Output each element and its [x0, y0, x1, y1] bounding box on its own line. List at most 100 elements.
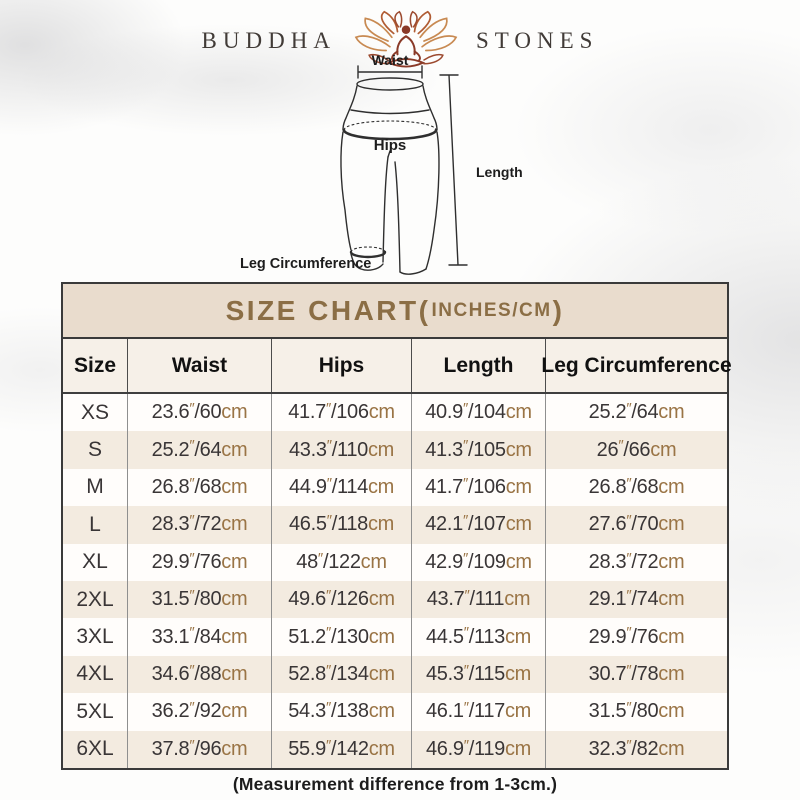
- measurement-part: 25.2: [588, 401, 627, 424]
- measurement-part: /96: [194, 737, 222, 760]
- cell-leg: 28.3 ″/72 cm: [545, 543, 727, 581]
- measurement-part: 42.9: [425, 550, 463, 573]
- measurement-part: 36.2: [151, 700, 190, 723]
- cell-leg: 32.3 ″/82 cm: [545, 730, 727, 768]
- measurement-part: ″: [626, 736, 632, 754]
- measurement-part: /110: [331, 438, 369, 461]
- measurement-part: 26.8: [588, 475, 627, 498]
- measurement-part: ″: [626, 586, 632, 604]
- size-chart-title: SIZE CHART(: [225, 294, 431, 326]
- cell-hips: 54.3 ″/138 cm: [271, 693, 411, 731]
- measurement-part: ″: [626, 661, 632, 679]
- measurement-part: cm: [368, 662, 395, 685]
- column-header-length: Length: [411, 339, 545, 392]
- measurement-part: 46.5: [288, 513, 327, 536]
- measurement-part: 29.9: [151, 550, 190, 573]
- measurement-part: /78: [631, 662, 659, 685]
- measurement-part: cm: [504, 737, 532, 760]
- measurement-part: ″: [463, 624, 469, 642]
- measurement-part: ″: [189, 586, 195, 604]
- cell-leg: 26 ″/66 cm: [545, 431, 727, 469]
- length-diagram-label: Length: [476, 164, 523, 180]
- cell-leg: 29.9 ″/76 cm: [545, 618, 727, 656]
- measurement-part: /134: [330, 662, 369, 685]
- size-row-S: S 25.2 ″/64 cm 43.3 ″/110 cm 41.3 ″/105 cm 26 ″/66 c…: [63, 431, 727, 469]
- measurement-part: ″: [462, 512, 468, 530]
- measurement-part: cm: [505, 401, 532, 424]
- cell-length: 43.7 ″/111 cm: [411, 580, 545, 619]
- measurement-part: /76: [194, 550, 222, 573]
- measurement-part: cm: [658, 513, 685, 536]
- measurement-part: cm: [368, 625, 395, 648]
- measurement-part: /74: [631, 588, 659, 611]
- measurement-part: /122: [322, 550, 361, 573]
- measurement-part: 26: [596, 438, 619, 461]
- measurement-part: /92: [194, 700, 222, 723]
- lotus-logo-icon: [354, 10, 458, 68]
- measurement-part: /106: [467, 475, 506, 498]
- measurement-part: cm: [504, 625, 532, 648]
- size-chart-title-units: INCHES/CM: [431, 299, 552, 321]
- measurement-part: ″: [189, 699, 195, 717]
- column-header-hips: Hips: [271, 339, 411, 392]
- measurement-part: cm: [221, 550, 248, 573]
- cell-waist: 34.6 ″/88 cm: [127, 655, 271, 694]
- measurement-part: cm: [221, 513, 248, 536]
- measurement-part: /80: [631, 700, 659, 723]
- cell-hips: 52.8 ″/134 cm: [271, 655, 411, 694]
- measurement-part: 55.9: [288, 737, 326, 760]
- measurement-part: 51.2: [288, 625, 326, 648]
- cell-length: 46.1 ″/117 cm: [411, 693, 545, 731]
- cell-size: 2XL: [76, 587, 114, 611]
- measurement-part: ″: [626, 400, 632, 417]
- cell-hips: 41.7 ″/106 cm: [271, 394, 411, 432]
- cell-size: XS: [80, 400, 109, 424]
- measurement-part: /109: [467, 550, 506, 573]
- measurement-part: 32.3: [588, 737, 627, 760]
- cell-hips: 55.9 ″/142 cm: [271, 730, 411, 768]
- measurement-part: 25.2: [151, 438, 190, 461]
- measurement-part: cm: [368, 737, 395, 760]
- measurement-part: ″: [626, 624, 632, 642]
- size-row-4XL: 4XL 34.6 ″/88 cm 52.8 ″/134 cm 45.3 ″/115 cm 30.7 ″…: [63, 655, 727, 694]
- cell-length: 46.9 ″/119 cm: [411, 730, 545, 768]
- measurement-part: cm: [658, 737, 685, 760]
- cell-leg: 29.1 ″/74 cm: [545, 580, 727, 619]
- measurement-part: /64: [631, 401, 659, 424]
- measurement-part: /119: [468, 737, 506, 760]
- measurement-part: /138: [330, 700, 369, 723]
- measurement-part: ″: [326, 437, 332, 455]
- measurement-part: /66: [623, 438, 651, 461]
- measurement-part: cm: [367, 475, 395, 498]
- measurement-part: ″: [325, 400, 331, 417]
- cell-waist: 31.5 ″/80 cm: [127, 580, 271, 619]
- cell-size: 6XL: [76, 737, 114, 761]
- measurement-part: ″: [317, 549, 323, 567]
- size-row-XL: XL 29.9 ″/76 cm 48 ″/122 cm 42.9 ″/109 cm 28.3 ″/72…: [63, 543, 727, 581]
- measurement-part: ″: [462, 437, 468, 455]
- measurement-part: /64: [194, 438, 222, 461]
- cell-length: 42.1 ″/107 cm: [411, 506, 545, 544]
- cell-length: 40.9 ″/104 cm: [411, 394, 545, 432]
- measurement-part: 54.3: [288, 700, 326, 723]
- size-table-body: XS 23.6 ″/60 cm 41.7 ″/106 cm 40.9 ″/104 cm 25.2 ″ /…: [63, 394, 727, 768]
- measurement-part: ″: [189, 549, 195, 567]
- measurement-part: cm: [221, 588, 248, 611]
- measurement-part: 43.7: [426, 588, 465, 611]
- measurement-part: /88: [194, 662, 222, 685]
- measurement-part: ″: [189, 437, 195, 455]
- size-row-5XL: 5XL 36.2 ″/92 cm 54.3 ″/138 cm 46.1 ″/117 cm 31.5 ″…: [63, 693, 727, 731]
- cell-waist: 36.2 ″/92 cm: [127, 693, 271, 731]
- measurement-part: ″: [189, 624, 195, 642]
- measurement-part: /68: [194, 475, 222, 498]
- measurement-part: cm: [368, 700, 395, 723]
- measurement-part: 37.8: [151, 737, 190, 760]
- measurement-part: 28.3: [151, 513, 190, 536]
- measurement-part: cm: [368, 401, 395, 424]
- brand-word-left: BUDDHA: [201, 28, 336, 53]
- measurement-part: 46.1: [425, 700, 464, 723]
- measurement-part: 44.9: [288, 475, 327, 498]
- measurement-part: ″: [462, 549, 468, 567]
- measurement-part: cm: [505, 513, 532, 536]
- measurement-part: /72: [631, 550, 659, 573]
